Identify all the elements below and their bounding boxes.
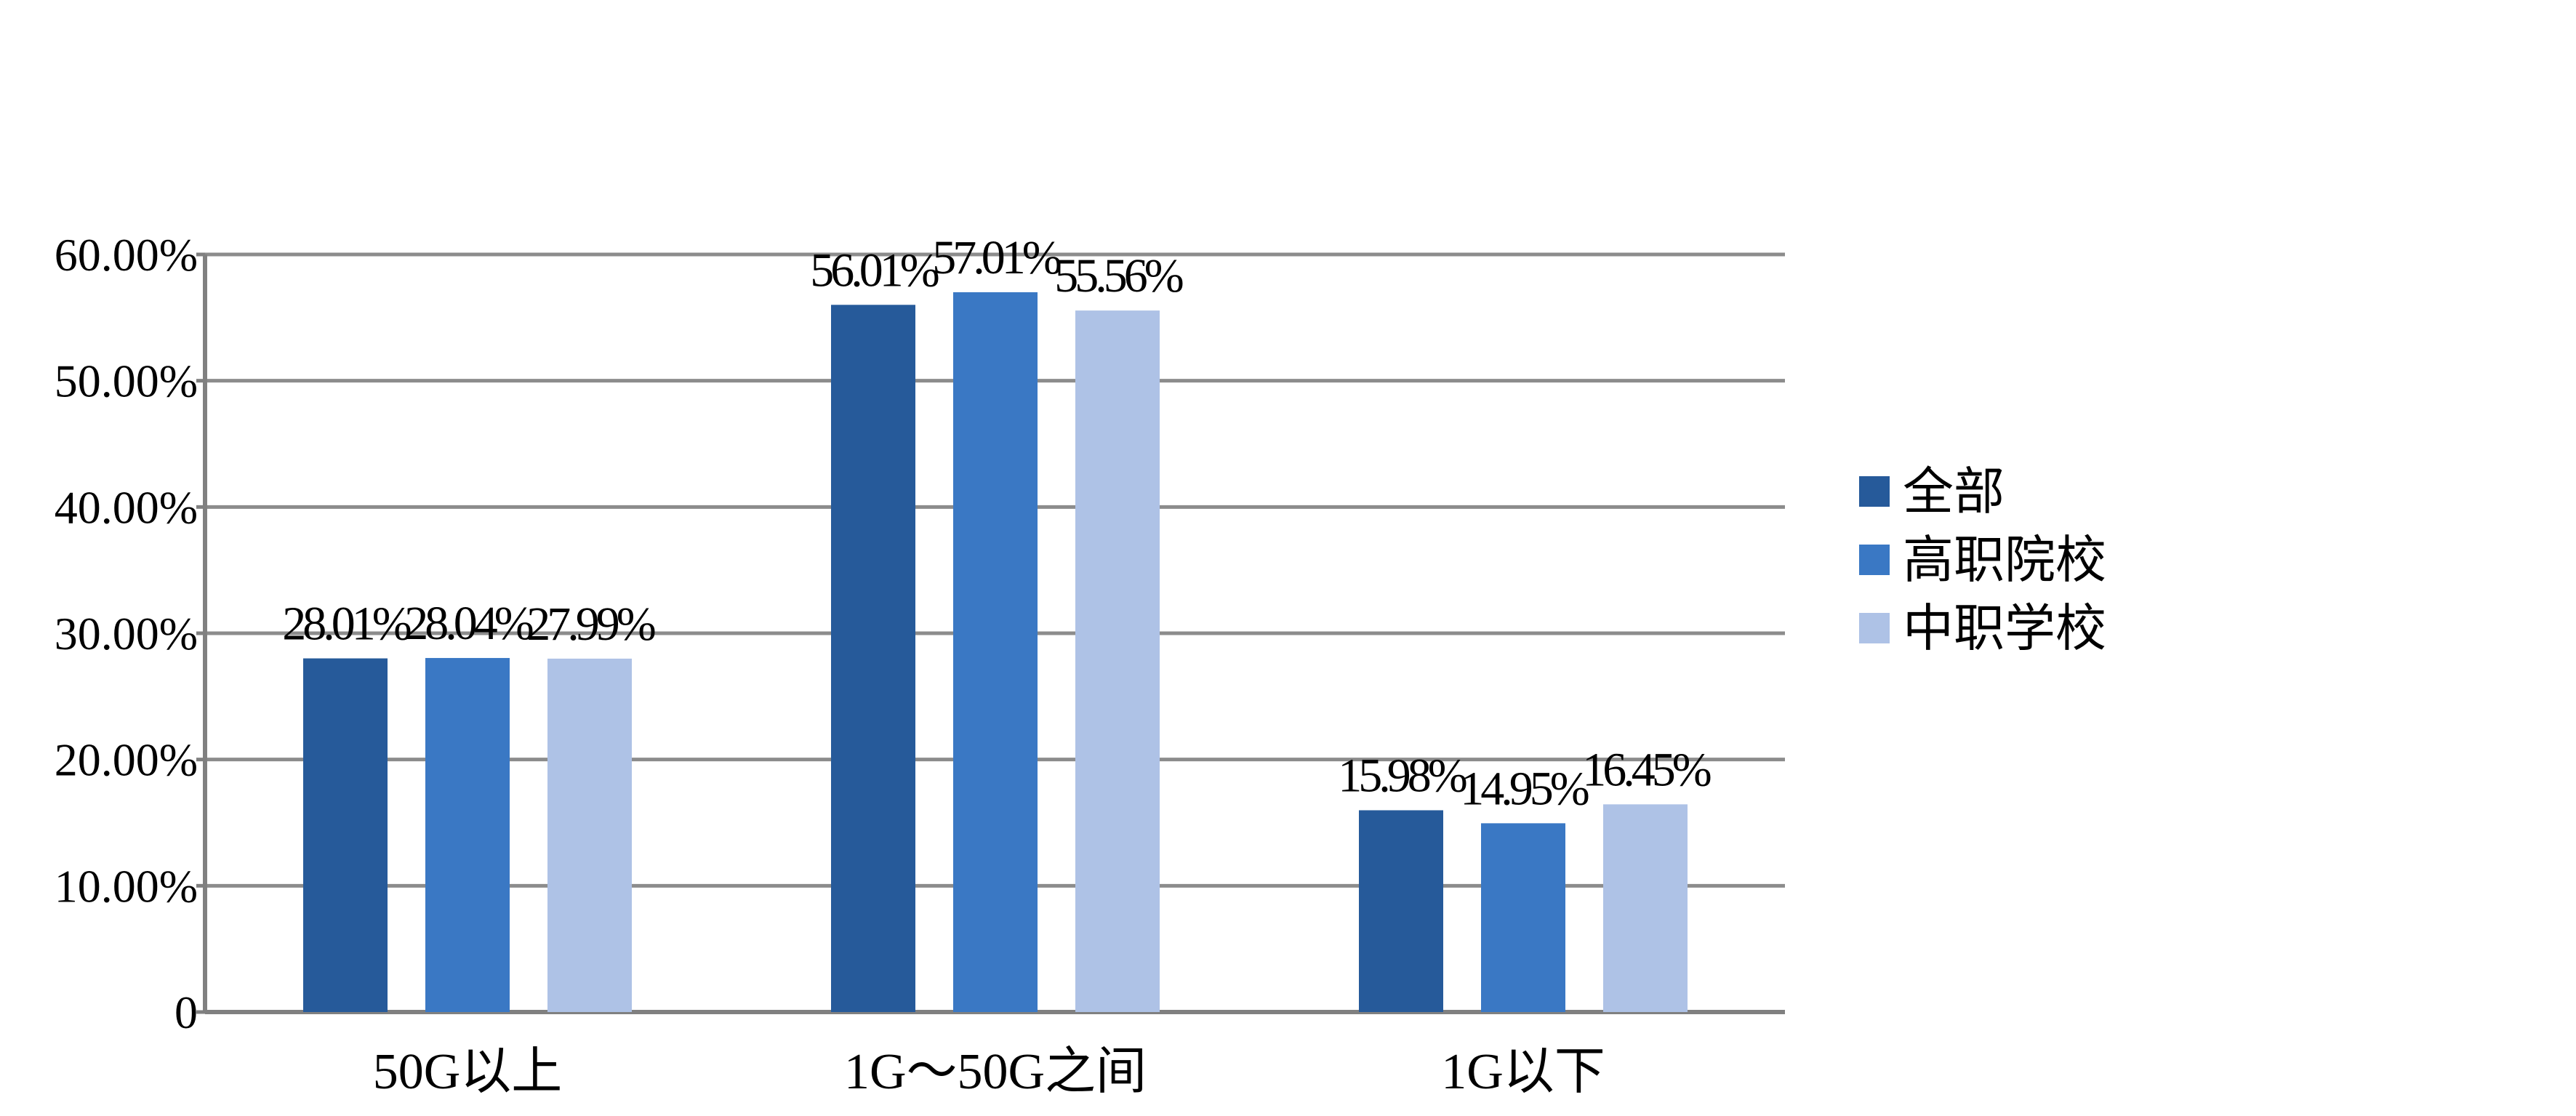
bar (831, 305, 915, 1013)
y-tick-label: 40.00% (55, 481, 198, 533)
bar (1603, 804, 1688, 1012)
y-tick-label: 30.00% (55, 608, 198, 659)
data-label: 55.56% (1054, 249, 1183, 302)
data-labels: 28.01%28.04%27.99% 56.01%57.01%55.56% 15.9… (282, 231, 1714, 815)
data-label: 14.95% (1460, 762, 1589, 815)
legend-swatch (1859, 545, 1890, 575)
legend-label: 中职学校 (1903, 601, 2106, 657)
y-tick-label: 60.00% (55, 229, 198, 281)
data-label: 56.01% (810, 244, 939, 297)
bars (303, 292, 1688, 1013)
bar (1075, 310, 1160, 1012)
x-category-label: 50G以上 (373, 1044, 563, 1100)
data-label: 57.01% (932, 231, 1061, 284)
data-label: 27.99% (526, 598, 655, 651)
legend-swatch (1859, 613, 1890, 643)
legend-label: 全部 (1903, 465, 2005, 521)
legend-swatch (1859, 476, 1890, 507)
data-label: 15.98% (1338, 749, 1466, 802)
bar (303, 658, 388, 1012)
bar (547, 658, 632, 1012)
bar (1359, 810, 1443, 1012)
y-tick-label: 0 (174, 987, 198, 1038)
x-category-label: 1G以下 (1441, 1044, 1605, 1100)
y-tick-label: 50.00% (55, 356, 198, 407)
data-label: 16.45% (1582, 743, 1711, 796)
x-category-label: 1G～50G之间 (844, 1044, 1147, 1100)
y-tick-labels: 0 10.00% 20.00% 30.00% 40.00% 50.00% 60.00% (55, 229, 198, 1038)
x-category-labels: 50G以上 1G～50G之间 1G以下 (373, 1044, 1605, 1100)
y-tick-label: 20.00% (55, 734, 198, 786)
bar (425, 658, 510, 1012)
data-label: 28.04% (404, 597, 533, 650)
bar (953, 292, 1038, 1012)
legend-label: 高职院校 (1903, 533, 2106, 589)
data-label: 28.01% (282, 598, 411, 651)
bar (1481, 823, 1565, 1012)
y-tick-label: 10.00% (55, 860, 198, 912)
